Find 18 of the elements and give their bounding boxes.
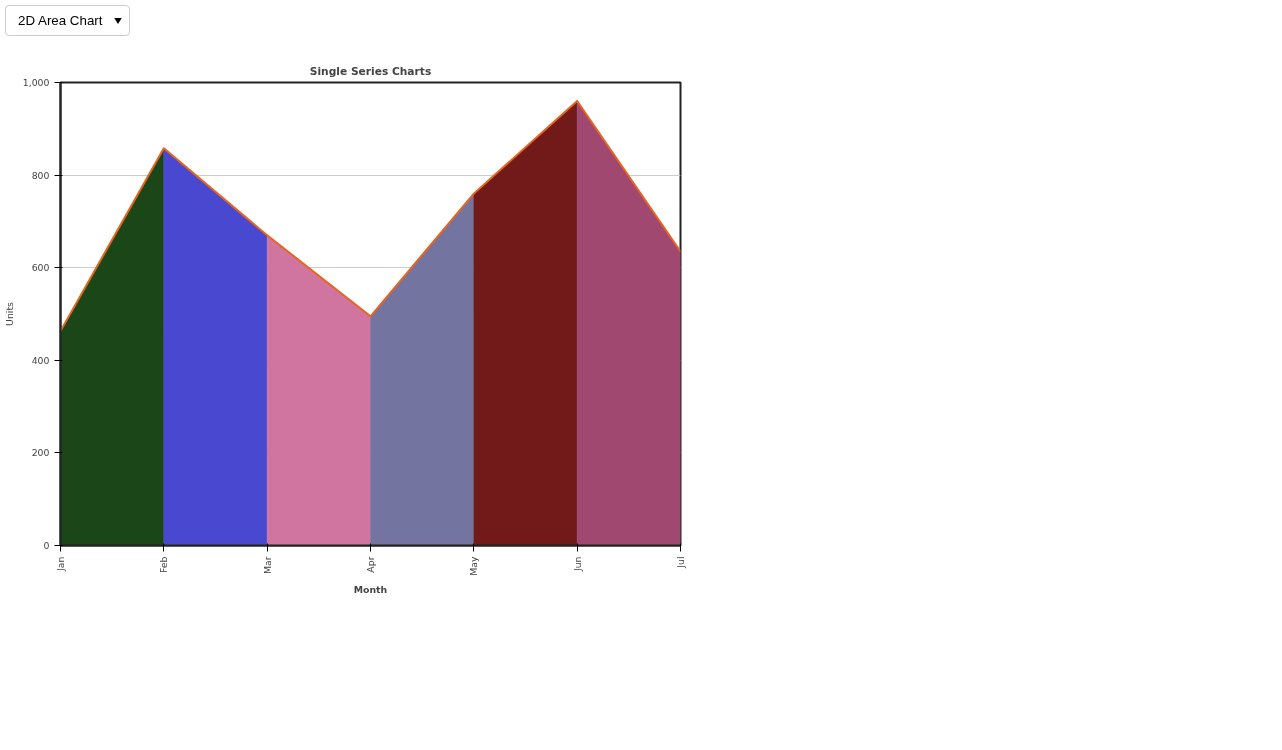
x-tick-label: May (468, 556, 480, 576)
x-axis-title: Month (353, 583, 388, 595)
y-tick-label: 400 (31, 354, 50, 366)
y-tick-label: 800 (31, 169, 50, 181)
x-tick-label: Jul (675, 556, 686, 569)
line-series (60, 100, 681, 333)
x-tick-label: Apr (365, 556, 376, 573)
x-tick-label: Jun (571, 556, 583, 573)
y-tick-label: 600 (31, 262, 50, 274)
text: 2D Area Chart (5, 5, 130, 37)
x-tick-label: Feb (158, 556, 170, 574)
x-tick-label: Jan (55, 556, 66, 572)
y-axis-title: Units (3, 301, 15, 326)
y-tick-label: 1,000 (22, 77, 50, 88)
y-tick-label: 0 (43, 540, 50, 551)
y-tick-label: 200 (31, 447, 50, 459)
chart-title: Single Series Charts (309, 64, 432, 78)
x-tick-label: Mar (261, 556, 273, 575)
